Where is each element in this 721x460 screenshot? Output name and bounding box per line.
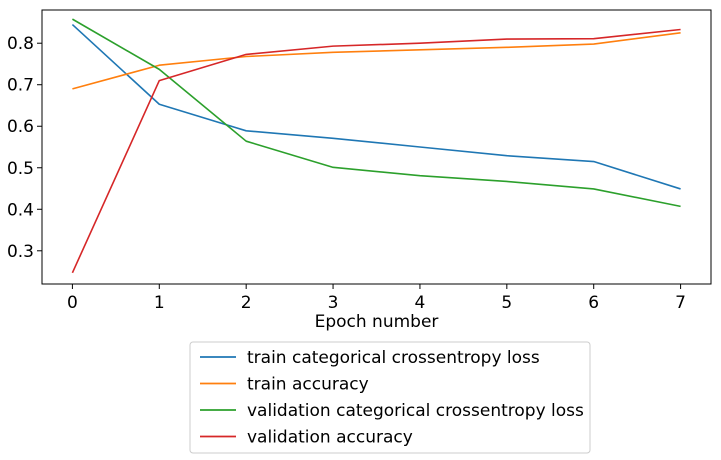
x-axis: 0 1 2 3 4 5 6 7 bbox=[67, 284, 686, 313]
x-tick-label: 1 bbox=[154, 293, 165, 313]
legend-entry: train accuracy bbox=[247, 375, 369, 395]
plot-frame bbox=[41, 9, 712, 285]
series-line-2 bbox=[72, 32, 681, 90]
x-tick-label: 0 bbox=[67, 293, 78, 313]
x-tick-label: 7 bbox=[675, 293, 686, 313]
legend-entry: validation categorical crossentropy loss bbox=[247, 401, 584, 421]
x-tick-label: 3 bbox=[328, 293, 339, 313]
legend-box bbox=[189, 341, 591, 454]
y-axis: 0.3 0.4 0.5 0.6 0.7 0.8 bbox=[7, 34, 42, 262]
series-line-4 bbox=[71, 28, 681, 274]
x-tick-label: 2 bbox=[241, 293, 252, 313]
series-layer bbox=[71, 18, 681, 274]
y-tick-label: 0.8 bbox=[7, 34, 34, 54]
y-tick-label: 0.3 bbox=[7, 242, 34, 262]
y-tick-label: 0.6 bbox=[7, 117, 34, 137]
legend-entry: train categorical crossentropy loss bbox=[247, 348, 540, 368]
series-line-3 bbox=[72, 18, 681, 208]
x-tick-label: 5 bbox=[501, 293, 512, 313]
y-tick-label: 0.5 bbox=[7, 159, 34, 179]
series-line-1 bbox=[71, 23, 681, 190]
legend: train categorical crossentropy loss train… bbox=[189, 341, 591, 454]
x-tick-label: 6 bbox=[588, 293, 599, 313]
x-tick-label: 4 bbox=[415, 293, 426, 313]
y-tick-label: 0.7 bbox=[7, 76, 34, 96]
y-tick-label: 0.4 bbox=[7, 200, 34, 220]
x-axis-label: Epoch number bbox=[315, 312, 439, 332]
legend-entry: validation accuracy bbox=[247, 428, 413, 448]
